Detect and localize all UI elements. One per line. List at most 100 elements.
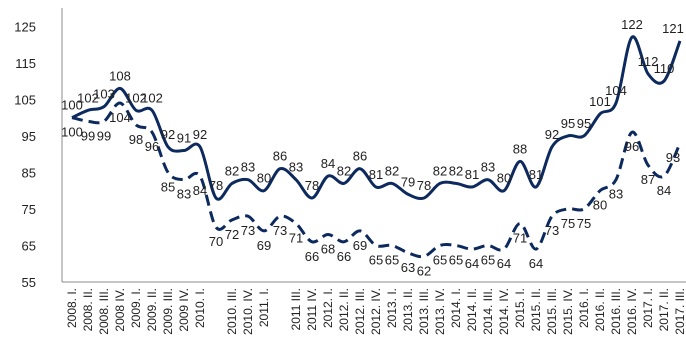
x-tick-label: 2010. IV. (241, 288, 255, 335)
x-tick-label: 2008. III. (97, 288, 111, 335)
x-tick-label: 2016. IV. (625, 288, 639, 335)
y-tick-label: 75 (22, 202, 36, 217)
data-label: 99 (81, 128, 95, 143)
data-label: 63 (401, 260, 415, 275)
data-label: 92 (161, 127, 175, 142)
data-label: 100 (61, 125, 83, 140)
data-label: 80 (257, 171, 271, 186)
data-label: 78 (417, 178, 431, 193)
data-label: 75 (561, 216, 575, 231)
data-label: 69 (353, 238, 367, 253)
x-tick-label: 2017. II. (657, 288, 671, 331)
data-label: 93 (666, 150, 680, 165)
data-label: 102 (141, 90, 163, 105)
dashed-series-line (71, 101, 682, 259)
data-label: 73 (545, 223, 559, 238)
data-label: 70 (209, 234, 223, 249)
data-label: 98 (129, 132, 143, 147)
x-tick-label: 2017. I. (641, 288, 655, 328)
x-tick-label: 2010. III. (225, 288, 239, 335)
y-axis: 55 65 75 85 95 105 115 125 (14, 8, 63, 290)
data-label: 84 (193, 183, 207, 198)
x-tick-label: 2008. II. (81, 288, 95, 331)
x-tick-label: 2015. III. (545, 288, 559, 335)
y-tick-label: 95 (22, 129, 36, 144)
y-tick-label: 115 (15, 56, 36, 71)
data-label: 104 (109, 110, 131, 125)
data-label: 122 (621, 17, 643, 32)
solid-series-line (71, 35, 682, 201)
data-label: 78 (305, 178, 319, 193)
data-label: 81 (369, 167, 383, 182)
series-layer (71, 35, 682, 259)
data-label: 72 (225, 227, 239, 242)
y-tick-label: 125 (14, 19, 36, 34)
data-label: 81 (465, 167, 479, 182)
x-tick-label: 2016. II. (593, 288, 607, 331)
x-tick-label: 2011 IV. (305, 288, 319, 331)
data-label: 95 (561, 116, 575, 131)
data-label: 86 (353, 149, 367, 164)
x-tick-label: 2013. IV. (433, 288, 447, 335)
x-tick-label: 2014. III. (481, 288, 495, 335)
x-tick-label: 2009. II. (145, 288, 159, 331)
y-tick-label: 105 (14, 92, 36, 107)
x-tick-label: 2014. II. (465, 288, 479, 331)
data-label: 65 (369, 252, 383, 267)
data-label: 83 (609, 187, 623, 202)
data-label: 69 (257, 238, 271, 253)
x-tick-label: 2010. I. (193, 288, 207, 328)
x-tick-label: 2014. IV. (497, 288, 511, 335)
data-label: 100 (61, 98, 83, 113)
x-tick-label: 2009. III. (161, 288, 175, 335)
data-label: 80 (593, 198, 607, 213)
data-label: 83 (289, 160, 303, 175)
data-label: 87 (641, 172, 655, 187)
data-label: 64 (529, 256, 543, 271)
data-label: 96 (145, 139, 159, 154)
data-label: 92 (545, 127, 559, 142)
x-tick-label: 2009 IV. (177, 288, 191, 332)
x-tick-label: 2015. IV. (561, 288, 575, 335)
x-tick-label: 2009. I. (129, 288, 143, 328)
data-label: 68 (321, 242, 335, 257)
data-label: 66 (305, 249, 319, 264)
x-tick-label: 2011. I. (257, 288, 271, 327)
x-tick-label: 2012. III. (353, 288, 367, 335)
data-label: 73 (273, 223, 287, 238)
data-label: 82 (385, 163, 399, 178)
x-tick-label: 2015. II. (529, 288, 543, 331)
x-tick-label: 2013. III. (417, 288, 431, 335)
x-tick-label: 2014. I. (449, 288, 463, 328)
data-label: 102 (77, 90, 99, 105)
data-label: 99 (97, 128, 111, 143)
data-label: 83 (481, 160, 495, 175)
data-label: 121 (662, 21, 684, 36)
data-label: 79 (401, 174, 415, 189)
data-label: 65 (481, 252, 495, 267)
data-label: 91 (177, 130, 191, 145)
data-label: 83 (241, 160, 255, 175)
data-label: 83 (177, 187, 191, 202)
data-label: 71 (513, 231, 527, 246)
data-label: 81 (529, 167, 543, 182)
data-label: 65 (449, 252, 463, 267)
data-label: 65 (385, 252, 399, 267)
data-label: 104 (605, 83, 627, 98)
x-tick-label: 2011 III. (289, 288, 303, 330)
x-tick-label: 2016. III. (609, 288, 623, 335)
x-tick-label: 2016. I. (577, 288, 591, 328)
data-label: 75 (577, 216, 591, 231)
data-label: 82 (337, 163, 351, 178)
x-axis: 2008. I. 2008. II. 2008. III. 2008 IV. 2009.… (62, 281, 686, 335)
data-label: 64 (497, 256, 511, 271)
data-label: 95 (577, 116, 591, 131)
data-label: 64 (465, 256, 479, 271)
x-tick-label: 2015. I. (513, 288, 527, 328)
data-label: 88 (513, 141, 527, 156)
x-tick-label: 2012. I. (321, 288, 335, 328)
data-label: 108 (109, 68, 131, 83)
y-tick-label: 55 (22, 275, 36, 290)
y-tick-label: 85 (22, 165, 36, 180)
